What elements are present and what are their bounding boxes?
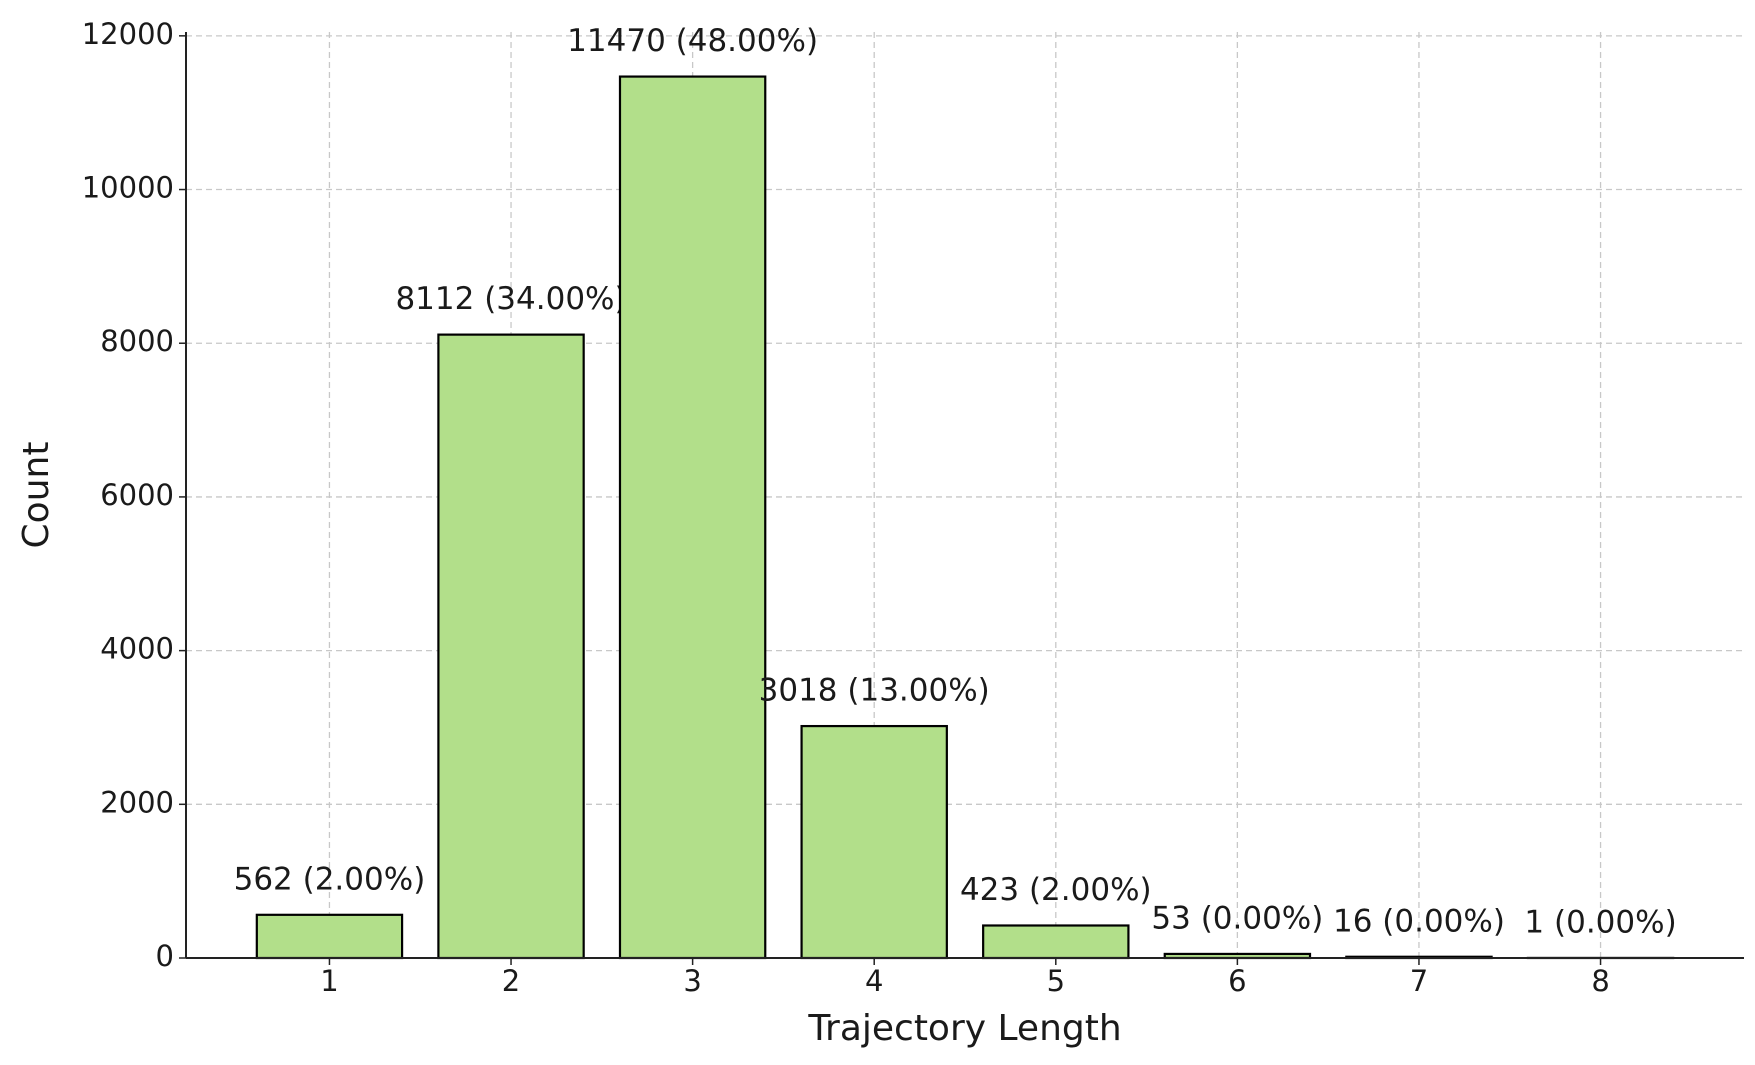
x-tick-label: 7	[1410, 964, 1428, 998]
bar	[800, 724, 948, 960]
value-label: 3018 (13.00%)	[759, 673, 990, 709]
x-tick-label: 5	[1047, 964, 1065, 998]
value-label: 1 (0.00%)	[1524, 904, 1676, 940]
y-tick-label: 4000	[100, 632, 174, 666]
x-tick-label: 3	[683, 964, 701, 998]
x-tick-label: 1	[320, 964, 338, 998]
x-tick-label: 8	[1591, 964, 1609, 998]
bar	[255, 913, 404, 960]
x-tick-label: 4	[865, 964, 883, 998]
bar	[982, 924, 1130, 960]
y-tick-label: 6000	[100, 478, 174, 512]
y-tick-label: 10000	[82, 171, 174, 205]
value-label: 8112 (34.00%)	[395, 281, 626, 317]
y-axis-label: Count	[16, 442, 57, 549]
bar	[437, 333, 585, 960]
y-tick-label: 2000	[100, 785, 174, 819]
value-label: 11470 (48.00%)	[567, 23, 818, 59]
value-label: 562 (2.00%)	[234, 861, 426, 897]
x-axis-label: Trajectory Length	[807, 1008, 1121, 1049]
value-label: 423 (2.00%)	[960, 872, 1152, 908]
y-tick-label: 12000	[82, 17, 174, 51]
x-tick-label: 2	[502, 964, 520, 998]
value-label: 53 (0.00%)	[1151, 900, 1323, 936]
y-tick-label: 8000	[100, 324, 174, 358]
x-tick-label: 6	[1228, 964, 1246, 998]
value-label: 16 (0.00%)	[1333, 903, 1505, 939]
y-tick-label: 0	[156, 939, 174, 973]
bar	[618, 75, 767, 960]
